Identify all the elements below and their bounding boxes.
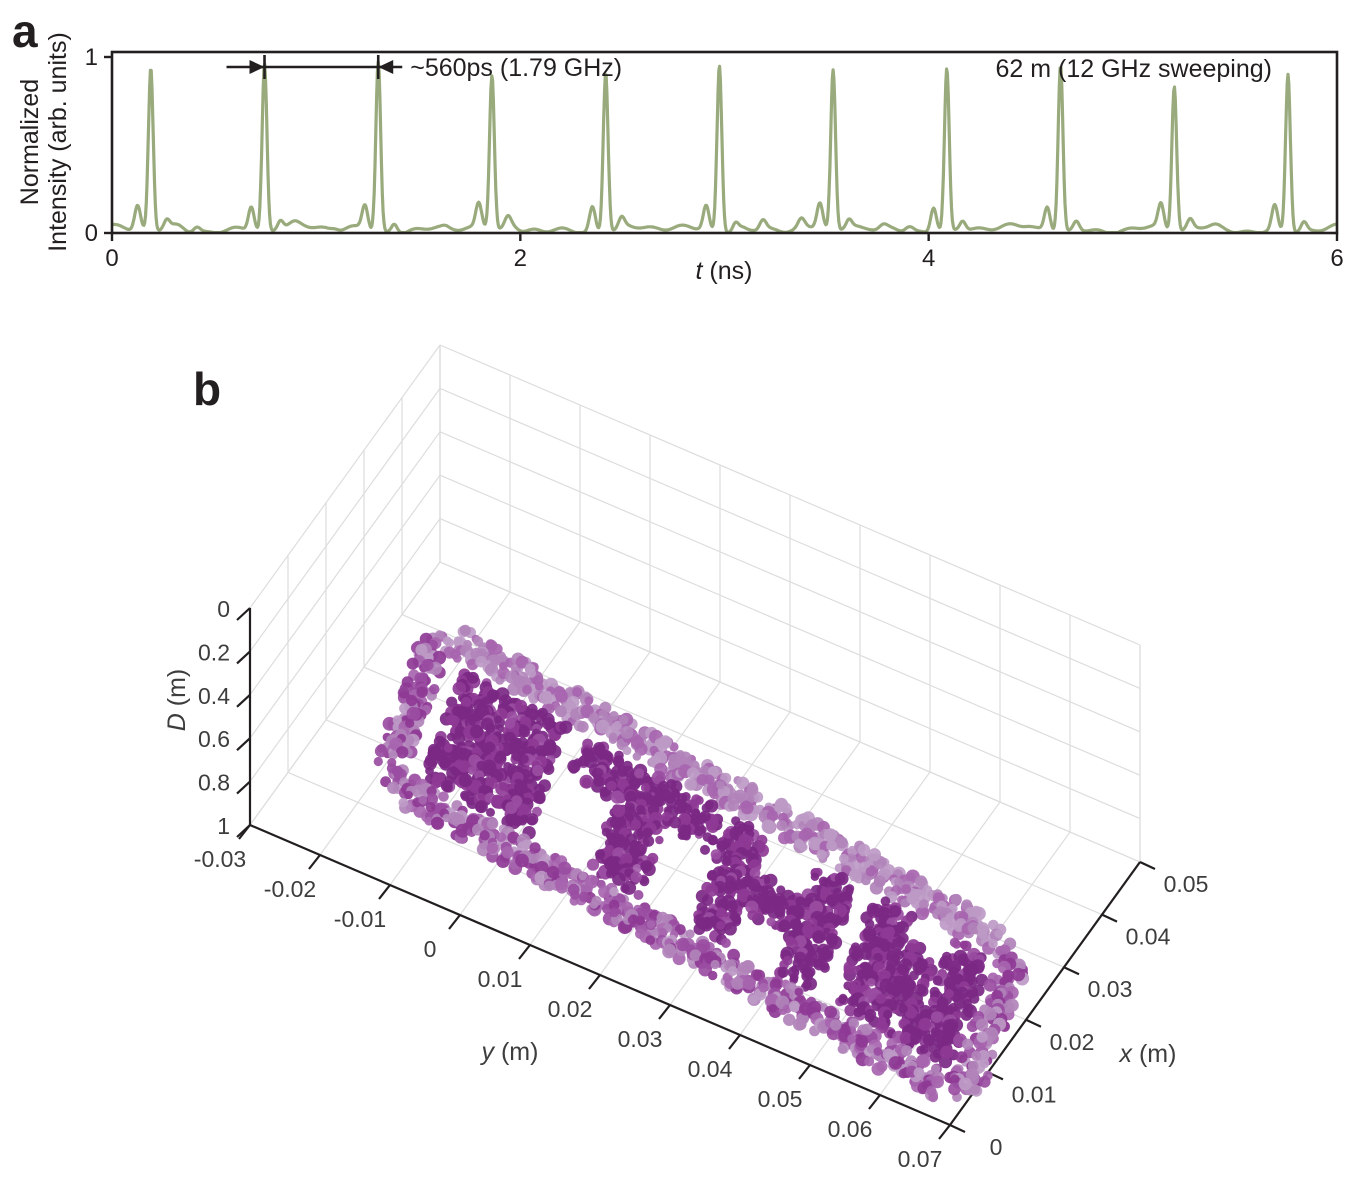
- x-tick-label: 0.01: [1012, 1081, 1057, 1107]
- panel-b-chart: 0 0.2 0.4 0.6 0.8 1 -0.03 -0.02 -0.01 0 0.01 0.02 0.…: [163, 344, 1209, 1172]
- distance-annotation-text: 62 m (12 GHz sweeping): [995, 55, 1272, 83]
- y-tick-label: 0.03: [618, 1026, 663, 1052]
- y-tick-label: 0.07: [898, 1146, 943, 1172]
- panel-a-ylabel-line1: Normalized: [16, 79, 44, 205]
- y-tick-label: 0: [85, 220, 98, 247]
- y-tick-label: 0.01: [478, 966, 523, 992]
- d-tick-label: 0.6: [198, 726, 230, 752]
- y-tick-label: -0.03: [194, 846, 246, 872]
- tick-labels-3d: 0 0.2 0.4 0.6 0.8 1 -0.03 -0.02 -0.01 0 0.01 0.02 0.…: [194, 596, 1209, 1172]
- y-tick-label: 1: [85, 44, 98, 71]
- panel-a-x-axis: 0 2 4 6: [105, 233, 1344, 272]
- panel-a-xlabel: t (ns): [696, 257, 753, 285]
- period-annotation-text: ~560ps (1.79 GHz): [410, 54, 622, 82]
- x-tick-label: 0.05: [1164, 871, 1209, 897]
- y-tick-label: 0.04: [688, 1056, 733, 1082]
- y-tick-label: 0.05: [758, 1086, 803, 1112]
- x-tick-label: 4: [922, 245, 935, 272]
- panel-b-label: b: [193, 363, 222, 415]
- d-tick-label: 0: [217, 596, 230, 622]
- period-annotation: ~560ps (1.79 GHz): [226, 54, 622, 82]
- panel-b-xlabel: x (m): [1119, 1040, 1177, 1068]
- y-tick-label: -0.02: [264, 876, 316, 902]
- d-tick-label: 0.4: [198, 683, 230, 709]
- y-tick-label: -0.01: [334, 906, 386, 932]
- y-tick-label: 0.06: [828, 1116, 873, 1142]
- panel-b-ylabel: y (m): [480, 1038, 539, 1066]
- panel-a-label: a: [12, 5, 38, 57]
- panel-a-frame: [110, 50, 1339, 235]
- intensity-waveform: [112, 60, 1337, 233]
- d-tick-label: 0.8: [198, 770, 230, 796]
- panel-a-ylabel-line2: Intensity (arb. units): [44, 32, 72, 252]
- panel-a-y-axis: 10: [85, 44, 112, 247]
- x-tick-label: 0.03: [1088, 976, 1133, 1002]
- x-tick-label: 0: [990, 1134, 1003, 1160]
- d-tick-label: 0.2: [198, 639, 230, 665]
- y-tick-label: 0: [424, 936, 437, 962]
- x-tick-label: 0.02: [1050, 1029, 1095, 1055]
- x-tick-label: 2: [514, 245, 527, 272]
- y-tick-label: 0.02: [548, 996, 593, 1022]
- axes-3d: [248, 608, 1141, 1127]
- d-tick-label: 1: [217, 813, 230, 839]
- panel-b-zlabel: D (m): [163, 669, 191, 731]
- point-cloud: [373, 624, 1030, 1103]
- x-tick-label: 0.04: [1126, 924, 1171, 950]
- x-tick-label: 6: [1330, 245, 1343, 272]
- x-tick-label: 0: [105, 245, 118, 272]
